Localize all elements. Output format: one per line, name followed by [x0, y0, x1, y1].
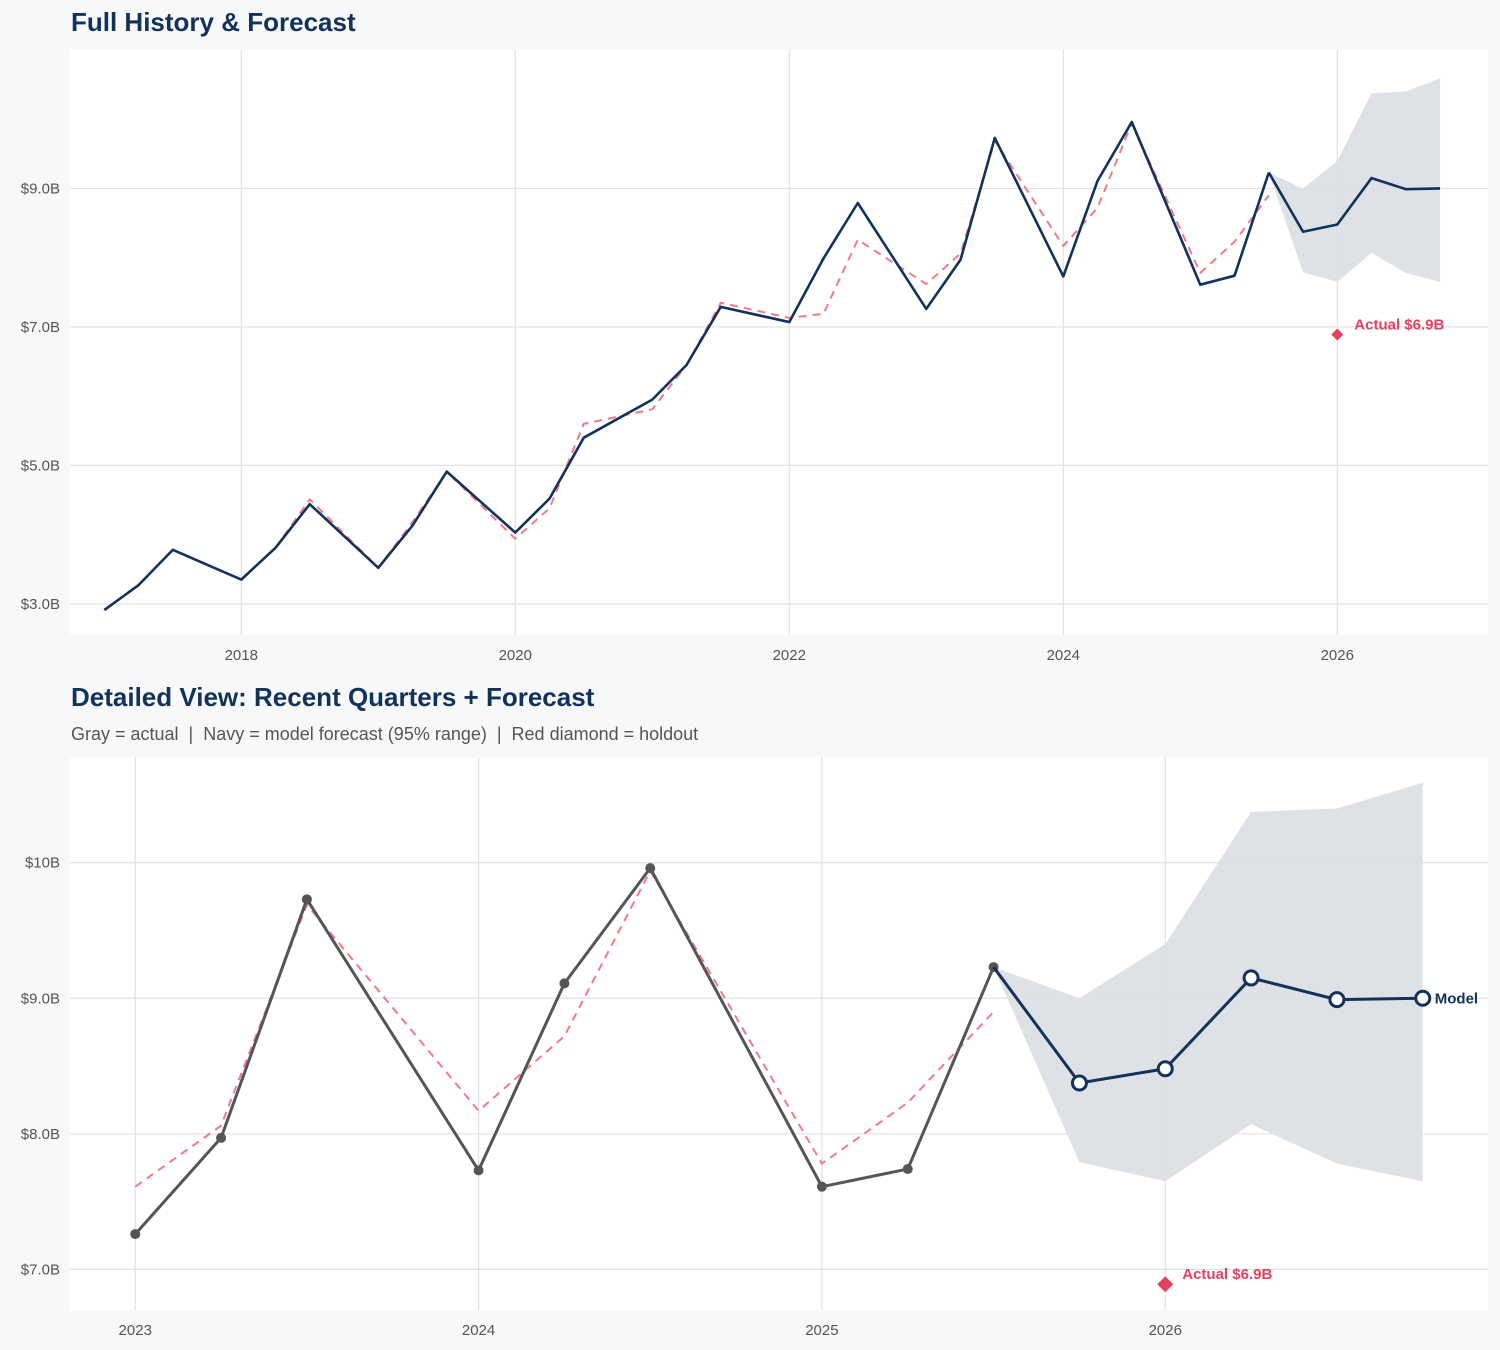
forecast-point	[1328, 991, 1346, 1009]
forecast-point	[1070, 1074, 1088, 1092]
actual-line	[103, 120, 1271, 612]
actual-point	[216, 1132, 227, 1143]
holdout-diamond	[1331, 328, 1344, 341]
chart-title-top: Full History & Forecast	[71, 7, 356, 37]
forecast-point	[1414, 989, 1432, 1007]
chart-bottom: 2023 2024 2025 2026 $7.0B $8.0B $9.0B $10B Model…	[21, 757, 1488, 1339]
y-tick-label: $7.0B	[21, 319, 60, 336]
plot-area-top	[70, 50, 1488, 635]
x-tick-label: 2026	[1149, 1322, 1182, 1339]
forecast-point	[1242, 969, 1260, 987]
y-tick-label: $7.0B	[21, 1261, 60, 1278]
y-tick-label: $10B	[25, 855, 60, 872]
actual-point	[816, 1181, 827, 1192]
actual-point	[559, 978, 570, 989]
x-tick-label: 2026	[1321, 647, 1354, 664]
actual-point	[645, 863, 656, 874]
chart-subtitle-bottom: Gray = actual | Navy = model forecast (9…	[71, 724, 698, 744]
actual-point	[130, 1229, 141, 1240]
fitted-line	[134, 869, 995, 1188]
y-tick-label: $8.0B	[21, 1126, 60, 1143]
x-tick-label: 2018	[225, 647, 258, 664]
actual-point	[473, 1165, 484, 1176]
forecast-line	[992, 966, 1423, 1085]
actual-point	[301, 894, 312, 905]
forecast-95-band	[993, 782, 1423, 1182]
y-tick-label: $9.0B	[21, 990, 60, 1007]
y-tick-label: $5.0B	[21, 457, 60, 474]
chart-top: 2018 2020 2022 2024 2026 $3.0B $5.0B $7.0B $9.0B…	[21, 50, 1488, 664]
x-tick-label: 2024	[462, 1322, 495, 1339]
series-label-model: Model	[1435, 990, 1478, 1007]
x-tick-label: 2023	[119, 1322, 152, 1339]
x-tick-label: 2020	[499, 647, 532, 664]
y-tick-label: $9.0B	[21, 180, 60, 197]
holdout-label: Actual $6.9B	[1354, 317, 1444, 334]
forecast-line	[1267, 171, 1441, 234]
forecast-point	[1156, 1060, 1174, 1078]
actual-point	[902, 1164, 913, 1175]
holdout-label: Actual $6.9B	[1182, 1266, 1272, 1283]
x-tick-label: 2025	[805, 1322, 838, 1339]
x-tick-label: 2022	[773, 647, 806, 664]
chart-title-bottom: Detailed View: Recent Quarters + Forecas…	[71, 682, 595, 712]
holdout-diamond	[1157, 1276, 1174, 1293]
y-tick-label: $3.0B	[21, 596, 60, 613]
x-tick-label: 2024	[1047, 647, 1080, 664]
